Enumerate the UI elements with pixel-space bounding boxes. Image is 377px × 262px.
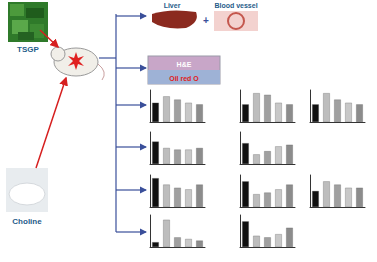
svg-text:H&E: H&E <box>177 61 192 68</box>
svg-text:Liver: Liver <box>164 2 181 9</box>
svg-text:Oil red O: Oil red O <box>169 75 199 82</box>
svg-text:+: + <box>203 15 209 26</box>
svg-text:Choline: Choline <box>12 217 42 226</box>
svg-text:Blood vessel: Blood vessel <box>214 2 257 9</box>
svg-text:TSGP: TSGP <box>17 45 39 54</box>
